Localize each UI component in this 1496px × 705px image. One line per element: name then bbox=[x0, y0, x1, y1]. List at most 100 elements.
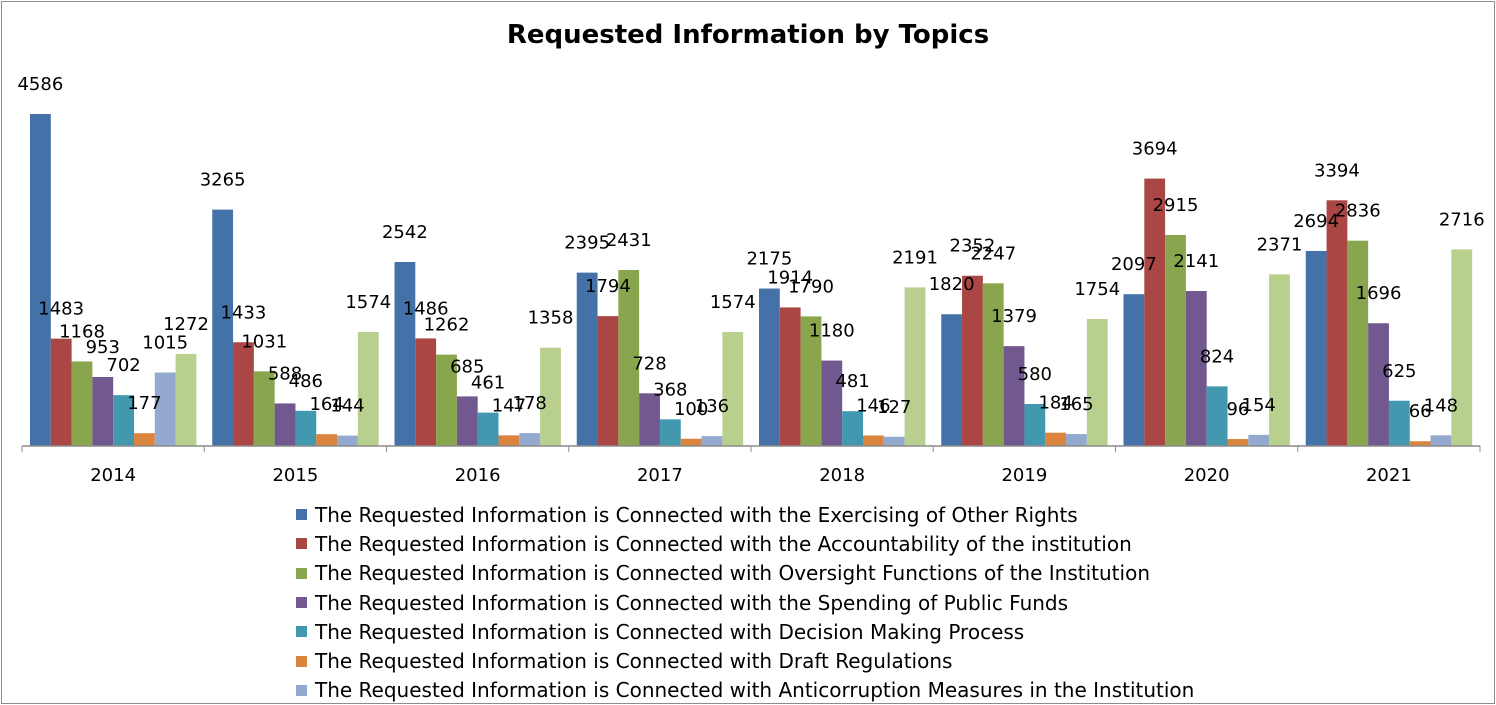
legend-label-2: The Requested Information is Connected w… bbox=[315, 531, 1132, 556]
x-tick-label-2015: 2015 bbox=[272, 465, 318, 486]
x-tick-label-2020: 2020 bbox=[1184, 465, 1230, 486]
bar-2017-series-1 bbox=[576, 272, 598, 446]
data-label-2021-series-6: 66 bbox=[1409, 401, 1432, 422]
bar-2015-series-5 bbox=[295, 410, 317, 446]
data-label-2020-series-8: 2371 bbox=[1257, 234, 1303, 255]
bar-2017-series-6 bbox=[680, 438, 702, 446]
legend-entry-5: The Requested Information is Connected w… bbox=[296, 617, 1296, 646]
bar-2019-series-1 bbox=[941, 314, 963, 446]
bar-2018-series-5 bbox=[842, 411, 863, 446]
bar-2020-series-3 bbox=[1165, 234, 1186, 446]
legend-swatch-4 bbox=[296, 597, 307, 609]
data-label-2018-series-8: 2191 bbox=[892, 247, 938, 268]
legend-entry-7: The Requested Information is Connected w… bbox=[296, 676, 1296, 705]
data-label-2019-series-3: 2247 bbox=[970, 243, 1016, 264]
legend-entry-1: The Requested Information is Connected w… bbox=[296, 500, 1296, 529]
data-label-2018-series-3: 1790 bbox=[788, 276, 834, 297]
data-label-2018-series-6: 146 bbox=[856, 395, 890, 416]
bar-2021-series-8 bbox=[1451, 249, 1473, 446]
bar-2015-series-3 bbox=[253, 371, 275, 446]
bar-2019-series-4 bbox=[1003, 346, 1025, 446]
bar-2016-series-6 bbox=[498, 435, 520, 446]
data-label-2015-series-7: 144 bbox=[330, 396, 364, 417]
bar-2014-series-8 bbox=[175, 353, 197, 446]
bar-2020-series-4 bbox=[1185, 291, 1207, 446]
bar-2016-series-2 bbox=[415, 338, 437, 446]
bar-2014-series-2 bbox=[50, 338, 72, 446]
bar-2015-series-4 bbox=[274, 403, 296, 446]
bar-2018-series-7 bbox=[883, 436, 905, 446]
data-label-2015-series-3: 1031 bbox=[241, 331, 287, 352]
bar-2015-series-8 bbox=[357, 332, 379, 446]
data-label-2019-series-2: 2352 bbox=[950, 236, 996, 257]
bar-2021-series-2 bbox=[1326, 200, 1348, 446]
bar-2018-series-6 bbox=[863, 435, 884, 446]
data-label-2015-series-8: 1574 bbox=[345, 292, 391, 313]
legend-label-1: The Requested Information is Connected w… bbox=[315, 502, 1078, 527]
bar-2014-series-6 bbox=[134, 433, 155, 446]
bar-2016-series-3 bbox=[436, 354, 457, 446]
data-label-2020-series-7: 154 bbox=[1242, 395, 1276, 416]
bar-2014-series-7 bbox=[154, 372, 176, 446]
bar-2017-series-8 bbox=[722, 332, 744, 446]
bar-2021-series-1 bbox=[1305, 250, 1327, 446]
bar-2016-series-7 bbox=[519, 433, 541, 446]
data-label-2014-series-4: 953 bbox=[86, 337, 120, 358]
data-label-2021-series-2: 3394 bbox=[1314, 160, 1360, 181]
bar-2018-series-2 bbox=[779, 307, 801, 446]
bar-2017-series-7 bbox=[701, 436, 723, 446]
data-label-2020-series-1: 2097 bbox=[1111, 254, 1157, 275]
legend-label-5: The Requested Information is Connected w… bbox=[315, 619, 1025, 644]
data-label-2017-series-4: 728 bbox=[632, 353, 666, 374]
bar-2016-series-8 bbox=[540, 347, 561, 446]
bar-2016-series-5 bbox=[477, 412, 499, 446]
bar-2021-series-4 bbox=[1368, 323, 1389, 446]
legend-entry-2: The Requested Information is Connected w… bbox=[296, 529, 1296, 558]
data-label-2017-series-8: 1574 bbox=[710, 292, 756, 313]
data-label-2019-series-5: 580 bbox=[1018, 364, 1052, 385]
data-label-2016-series-5: 461 bbox=[471, 373, 505, 394]
legend-label-6: The Requested Information is Connected w… bbox=[315, 649, 953, 674]
legend-label-7: The Requested Information is Connected w… bbox=[315, 678, 1195, 703]
data-label-2019-series-7: 165 bbox=[1059, 394, 1093, 415]
data-label-2017-series-6: 100 bbox=[674, 399, 708, 420]
bar-2020-series-8 bbox=[1269, 274, 1290, 446]
bar-2021-series-6 bbox=[1409, 441, 1431, 446]
chart-title: Requested Information by Topics bbox=[506, 20, 990, 50]
legend-swatch-6 bbox=[296, 655, 307, 667]
bar-2014-series-3 bbox=[71, 361, 93, 446]
bar-2014-series-5 bbox=[113, 395, 134, 446]
data-label-2017-series-1: 2395 bbox=[564, 233, 610, 254]
data-label-2020-series-4: 2141 bbox=[1173, 251, 1219, 272]
data-label-2021-series-4: 1696 bbox=[1356, 283, 1402, 304]
legend-swatch-3 bbox=[296, 567, 307, 579]
bar-2021-series-7 bbox=[1430, 435, 1452, 446]
bar-2018-series-4 bbox=[821, 360, 843, 446]
chart-legend: The Requested Information is Connected w… bbox=[296, 500, 1296, 705]
data-label-2017-series-2: 1794 bbox=[585, 276, 631, 297]
data-label-2018-series-7: 127 bbox=[877, 397, 911, 418]
bar-2014-series-1 bbox=[30, 114, 51, 446]
data-label-2019-series-8: 1754 bbox=[1074, 279, 1120, 300]
bar-2020-series-6 bbox=[1227, 439, 1249, 446]
data-label-2017-series-7: 136 bbox=[695, 396, 729, 417]
data-label-2014-series-5: 702 bbox=[106, 355, 140, 376]
data-label-2021-series-5: 625 bbox=[1382, 361, 1416, 382]
bar-2021-series-3 bbox=[1347, 240, 1369, 446]
data-label-2014-series-6: 177 bbox=[127, 393, 161, 414]
legend-label-3: The Requested Information is Connected w… bbox=[315, 561, 1150, 586]
data-label-2016-series-4: 685 bbox=[450, 356, 484, 377]
legend-entry-6: The Requested Information is Connected w… bbox=[296, 646, 1296, 675]
x-tick-label-2018: 2018 bbox=[819, 465, 865, 486]
x-tick-label-2014: 2014 bbox=[90, 465, 136, 486]
data-label-2018-series-4: 1180 bbox=[809, 321, 855, 342]
bar-2020-series-5 bbox=[1206, 386, 1228, 446]
bar-2019-series-7 bbox=[1066, 434, 1087, 446]
legend-entry-4: The Requested Information is Connected w… bbox=[296, 588, 1296, 617]
bar-2014-series-4 bbox=[92, 377, 114, 446]
data-label-2021-series-3: 2836 bbox=[1335, 201, 1381, 222]
bar-2018-series-3 bbox=[800, 316, 822, 446]
x-tick-label-2019: 2019 bbox=[1001, 465, 1047, 486]
bar-2016-series-1 bbox=[394, 261, 416, 446]
data-label-2016-series-3: 1262 bbox=[424, 315, 470, 336]
